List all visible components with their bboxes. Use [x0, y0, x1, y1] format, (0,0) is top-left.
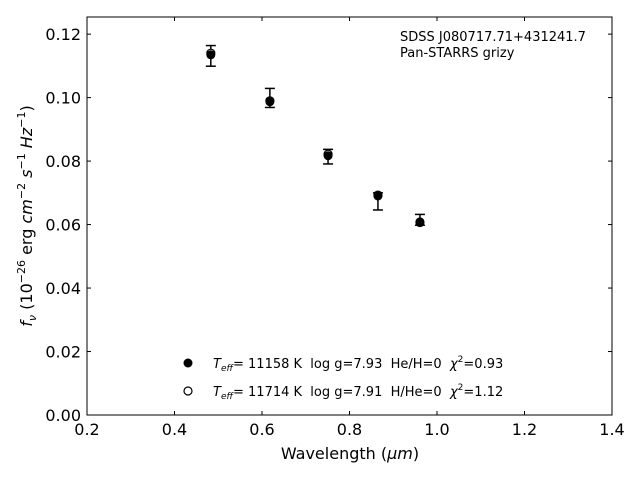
x-tick-label: 1.0 [424, 420, 449, 439]
y-tick-label: 0.12 [45, 25, 81, 44]
model-point-filled [265, 97, 275, 107]
model-point-filled [373, 191, 383, 201]
legend-label-open: Teff= 11714 K log g=7.91 H/He=0 χ2=1.12 [213, 383, 503, 402]
legend-marker-open [183, 386, 193, 396]
x-tick-label: 1.4 [599, 420, 624, 439]
model-point-filled [415, 218, 425, 228]
model-point-filled [323, 151, 333, 161]
y-tick-label: 0.08 [45, 152, 81, 171]
x-tick-label: 0.8 [337, 420, 362, 439]
annotation-target: SDSS J080717.71+431241.7 [400, 30, 586, 45]
x-tick-label: 0.2 [74, 420, 99, 439]
annotation-survey: Pan-STARRS grizy [400, 46, 515, 61]
y-tick-label: 0.02 [45, 343, 81, 362]
plot-frame [86, 16, 613, 416]
legend: Teff= 11158 K log g=7.93 He/H=0 χ2=0.93 … [183, 355, 503, 402]
y-tick-label: 0.00 [45, 406, 81, 425]
y-axis-label: fν (10−26 erg cm−2 s−1 Hz−1) [15, 105, 39, 326]
x-tick-label: 1.2 [512, 420, 537, 439]
x-tick-label: 0.4 [162, 420, 187, 439]
x-tick-label: 0.6 [249, 420, 274, 439]
y-tick-label: 0.04 [45, 279, 81, 298]
legend-label-filled: Teff= 11158 K log g=7.93 He/H=0 χ2=0.93 [213, 355, 503, 374]
model-point-filled [206, 50, 216, 60]
legend-marker-filled [183, 358, 193, 368]
y-tick-label: 0.10 [45, 89, 81, 108]
x-axis-label: Wavelength (μm) [281, 444, 419, 463]
y-tick-label: 0.06 [45, 216, 81, 235]
